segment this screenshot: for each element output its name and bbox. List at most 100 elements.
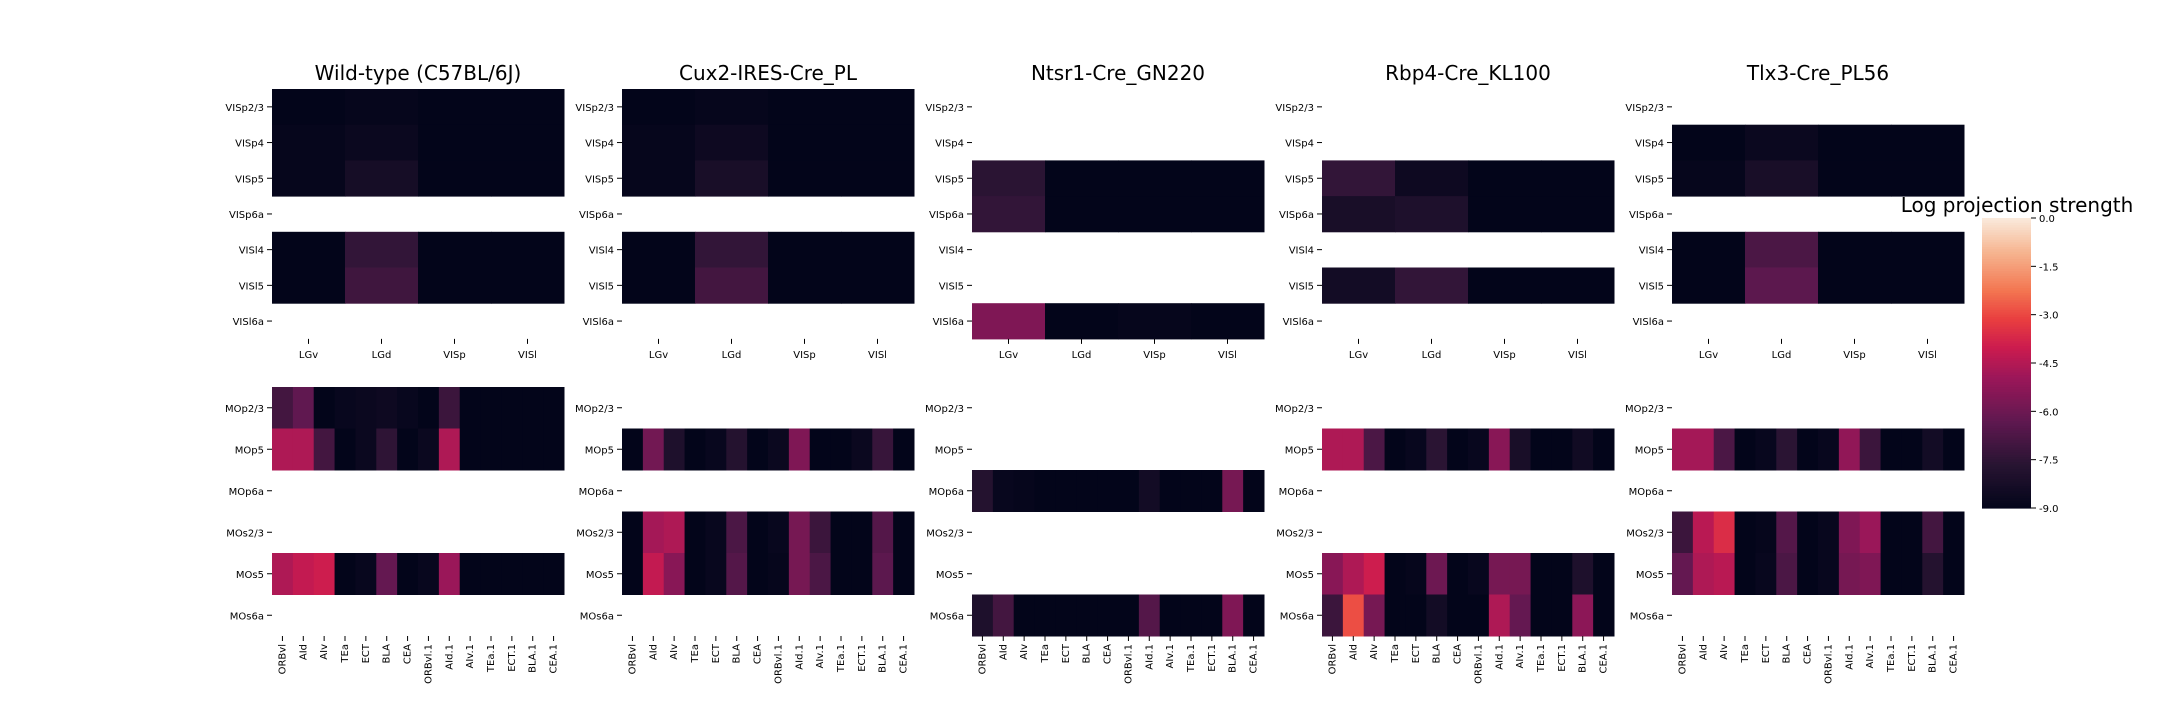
- col-tick-label: TEa: [340, 644, 351, 664]
- colorbar-segment: [1982, 392, 2031, 396]
- colorbar-segment: [1982, 321, 2031, 325]
- heatmap-cell: [1572, 553, 1594, 595]
- heatmap-cell: [1013, 470, 1036, 512]
- heatmap-cell: [480, 553, 502, 595]
- heatmap-cell: [872, 428, 894, 471]
- row-tick-label: VISp4: [585, 139, 614, 150]
- heatmap-cell: [1045, 196, 1119, 233]
- colorbar-segment: [1982, 358, 2031, 362]
- colorbar-segment: [1982, 295, 2031, 299]
- heatmap-cell: [1159, 594, 1182, 637]
- colorbar-segment: [1982, 370, 2031, 374]
- colorbar-segment: [1982, 435, 2031, 439]
- row-tick-label: VISp6a: [1279, 210, 1314, 221]
- heatmap-cell: [1201, 470, 1223, 512]
- col-tick-label: ECT.1: [507, 644, 518, 672]
- colorbar-segment: [1982, 220, 2031, 224]
- heatmap-cell: [695, 267, 769, 304]
- colorbar-segment: [1982, 425, 2031, 429]
- heatmap-cell: [1322, 160, 1396, 197]
- col-tick-label: CEA: [1103, 644, 1114, 664]
- heatmap-cell: [1097, 594, 1119, 637]
- heatmap-cell: [1755, 553, 1777, 595]
- heatmap-cell: [1734, 511, 1756, 554]
- heatmap-cell: [1672, 553, 1694, 595]
- col-tick-label: AIv.1: [1515, 644, 1526, 668]
- heatmap-cell: [355, 428, 377, 471]
- col-tick-label: BLA: [382, 644, 393, 664]
- heatmap-cell: [272, 267, 346, 304]
- row-tick-label: VISp2/3: [925, 103, 964, 114]
- heatmap-cell: [1745, 124, 1819, 161]
- colorbar-segment: [1982, 254, 2031, 258]
- heatmap-cell: [355, 553, 377, 595]
- col-tick-label: TEa: [1390, 644, 1401, 664]
- colorbar-segment: [1982, 404, 2031, 408]
- heatmap-cell: [830, 553, 852, 595]
- row-tick-label: VISp5: [235, 174, 264, 185]
- heatmap-cell: [1405, 553, 1427, 595]
- heatmap-cell: [1243, 594, 1265, 637]
- heatmap-cell: [1322, 196, 1396, 233]
- row-tick-label: VISl6a: [583, 317, 614, 328]
- row-tick-label: MOs2/3: [226, 528, 264, 539]
- heatmap-cell: [841, 160, 915, 197]
- row-tick-label: MOp6a: [579, 487, 614, 498]
- colorbar-segment: [1982, 479, 2031, 483]
- colorbar-segment: [1982, 225, 2031, 229]
- col-tick-label: VISl: [1218, 350, 1237, 361]
- col-tick-label: TEa.1: [1886, 644, 1897, 673]
- col-tick-label: BLA: [732, 644, 743, 664]
- row-tick-label: VISp4: [935, 139, 964, 150]
- colorbar-segment: [1982, 367, 2031, 371]
- heatmap-cell: [622, 428, 644, 471]
- heatmap-cell: [1138, 594, 1161, 637]
- heatmap-cell: [1395, 160, 1469, 197]
- heatmap-cell: [1034, 594, 1056, 637]
- heatmap-cell: [705, 511, 727, 554]
- col-tick-label: TEa: [1040, 644, 1051, 664]
- colorbar-segment: [1982, 300, 2031, 304]
- colorbar-segment: [1982, 285, 2031, 289]
- colorbar-segment: [1982, 411, 2031, 415]
- colorbar-tick-label: -4.5: [2039, 359, 2059, 370]
- colorbar-segment: [1982, 488, 2031, 492]
- row-tick-label: MOp5: [1635, 445, 1664, 456]
- heatmap-cell: [1034, 470, 1056, 512]
- heatmap-cell: [1692, 428, 1715, 471]
- heatmap-cell: [851, 553, 873, 595]
- heatmap-cell: [1342, 594, 1365, 637]
- col-tick-label: VISl: [1918, 350, 1937, 361]
- col-tick-label: ORBvl: [1677, 644, 1688, 674]
- heatmap-cell: [1509, 553, 1532, 595]
- col-tick-label: CEA.1: [899, 644, 910, 674]
- heatmap-cell: [1405, 428, 1427, 471]
- row-tick-label: VISp2/3: [1275, 103, 1314, 114]
- col-tick-label: VISp: [443, 350, 466, 361]
- colorbar-segment: [1982, 261, 2031, 265]
- heatmap-cell: [1541, 267, 1615, 304]
- heatmap-cell: [747, 428, 769, 471]
- colorbar-segment: [1982, 503, 2031, 507]
- heatmap-cell: [1891, 124, 1965, 161]
- heatmap-cell: [418, 387, 440, 429]
- heatmap-cell: [695, 124, 769, 161]
- heatmap-cell: [1488, 428, 1511, 471]
- col-tick-label: VISl: [518, 350, 537, 361]
- col-tick-label: AId.1: [444, 644, 455, 670]
- heatmap-cell: [1118, 303, 1192, 340]
- row-tick-label: MOp5: [935, 445, 964, 456]
- heatmap-cell: [1076, 470, 1098, 512]
- heatmap-cell: [663, 428, 686, 471]
- colorbar-segment: [1982, 495, 2031, 499]
- col-tick-label: TEa: [1740, 644, 1751, 664]
- colorbar-segment: [1982, 483, 2031, 487]
- colorbar-segment: [1982, 474, 2031, 478]
- heatmap-cell: [1447, 594, 1469, 637]
- row-tick-label: VISp4: [1635, 139, 1664, 150]
- heatmap-cell: [459, 387, 482, 429]
- row-tick-label: VISl4: [1289, 246, 1314, 257]
- heatmap-cell: [830, 428, 852, 471]
- heatmap-cell: [809, 553, 832, 595]
- colorbar-segment: [1982, 363, 2031, 367]
